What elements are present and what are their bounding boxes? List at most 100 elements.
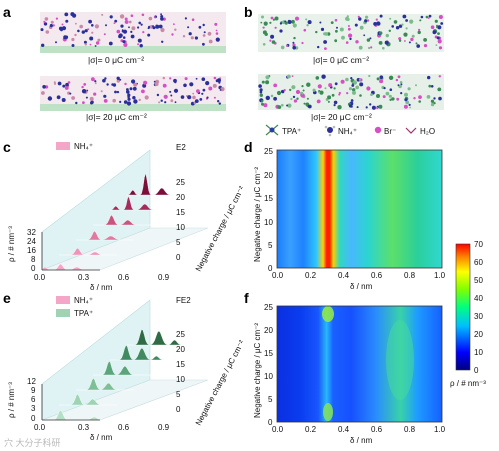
molecule-dot	[410, 37, 414, 42]
density-ribbon	[126, 172, 185, 196]
molecule-dot	[312, 88, 316, 92]
molecule-dot	[265, 75, 270, 80]
molecule-dot	[270, 94, 274, 98]
molecule-dot	[91, 24, 94, 27]
density-ribbon	[109, 195, 168, 211]
molecule-dot	[359, 25, 364, 30]
species-legend: TPA⁺ NH₄⁺ Br⁻ H₂O	[265, 124, 435, 137]
d-xtick: 0.0	[272, 271, 284, 280]
molecule-dot	[217, 100, 220, 103]
molecule-dot	[260, 100, 264, 103]
molecule-dot	[345, 77, 349, 82]
molecule-dot	[137, 43, 140, 46]
c-ztick: 5	[176, 238, 181, 247]
molecule-dot	[408, 41, 411, 44]
molecule-dot	[327, 95, 332, 100]
molecule-dot	[62, 84, 66, 88]
f-xtick: 0.8	[404, 425, 416, 434]
molecule-dot	[379, 31, 383, 35]
f-xtick: 0.0	[272, 425, 284, 434]
molecule-dot	[94, 24, 99, 29]
molecule-dot	[103, 94, 107, 98]
molecule-dot	[101, 13, 104, 16]
molecule-dot	[265, 95, 270, 101]
molecule-dot	[291, 85, 296, 90]
molecule-dot	[144, 95, 149, 100]
molecule-dot	[333, 104, 336, 107]
c-ztick: 20	[176, 193, 185, 202]
molecule-dot	[307, 20, 312, 25]
molecule-dot	[369, 37, 372, 40]
molecule-dot	[81, 85, 84, 89]
molecule-dot	[65, 82, 69, 87]
molecule-dot	[52, 24, 55, 27]
molecule-dot	[385, 33, 389, 38]
molecule-dot	[430, 102, 435, 107]
panel-f-yticks: 0 5 10 15 20 25	[264, 303, 273, 427]
molecule-dot	[88, 19, 92, 24]
molecule-dot	[194, 99, 199, 103]
molecule-dot	[319, 21, 322, 24]
molecule-dot	[370, 46, 373, 49]
molecule-dot	[355, 85, 360, 90]
molecule-dot	[350, 77, 353, 80]
molecule-dot	[121, 30, 124, 33]
panel-c-ylabel: ρ / # nm⁻³	[7, 226, 16, 262]
molecule-dot	[437, 25, 442, 30]
e-ztick: 10	[176, 375, 185, 384]
panel-d-xlabel: δ / nm	[350, 282, 373, 291]
molecule-dot	[138, 21, 141, 25]
molecule-dot	[122, 29, 128, 34]
molecule-dot	[130, 14, 134, 17]
molecule-dot	[94, 45, 97, 47]
molecule-dot	[258, 84, 262, 88]
panel-e-ylabel: ρ / # nm⁻³	[7, 382, 16, 418]
molecule-dot	[303, 102, 306, 105]
molecule-dot	[103, 99, 108, 103]
molecule-dot	[189, 82, 194, 87]
f-xtick: 0.2	[305, 425, 317, 434]
molecule-dot	[430, 85, 434, 88]
molecule-dot	[369, 103, 372, 106]
molecule-dot	[425, 15, 429, 19]
panel-f-heatmap	[276, 305, 443, 423]
molecule-dot	[317, 45, 320, 49]
molecule-dot	[330, 21, 334, 24]
colorbar-ticks: 70 60 50 40 30 20 10 0	[474, 240, 483, 375]
panel-b-label-bottom: |σ|= 20 μC cm⁻²	[311, 112, 372, 122]
molecule-dot	[55, 41, 57, 44]
molecule-dot	[324, 87, 327, 90]
molecule-dot	[307, 104, 312, 109]
molecule-dot	[109, 15, 113, 19]
molecule-dot	[142, 30, 145, 34]
molecule-dot	[56, 95, 61, 100]
molecule-dot	[418, 95, 422, 99]
density-ribbon	[110, 344, 168, 361]
molecule-dot	[206, 96, 209, 99]
molecule-dot	[408, 103, 411, 106]
molecule-dot	[261, 15, 264, 19]
molecule-dot	[382, 95, 386, 99]
molecule-dot	[396, 97, 400, 101]
molecule-dot	[132, 86, 137, 91]
e-xtick: 0.9	[158, 423, 170, 432]
molecule-dot	[106, 83, 109, 86]
molecule-dot	[162, 76, 165, 80]
molecule-dot	[319, 90, 324, 95]
molecule-dot	[91, 77, 95, 82]
molecule-dot	[404, 40, 406, 42]
molecule-dot	[348, 104, 353, 108]
molecule-dot	[437, 32, 440, 35]
molecule-dot	[293, 36, 296, 40]
panel-c-plot: NH₄⁺ E2	[41, 142, 209, 271]
d-xtick: 0.8	[404, 271, 416, 280]
molecule-dot	[358, 17, 362, 21]
molecule-dot	[295, 89, 301, 95]
molecule-dot	[42, 85, 46, 89]
molecule-dot	[53, 82, 57, 85]
molecule-dot	[358, 78, 361, 81]
molecule-dot	[306, 24, 309, 27]
molecule-dot	[334, 82, 338, 86]
molecule-dot	[183, 83, 187, 88]
molecule-dot	[306, 97, 309, 100]
